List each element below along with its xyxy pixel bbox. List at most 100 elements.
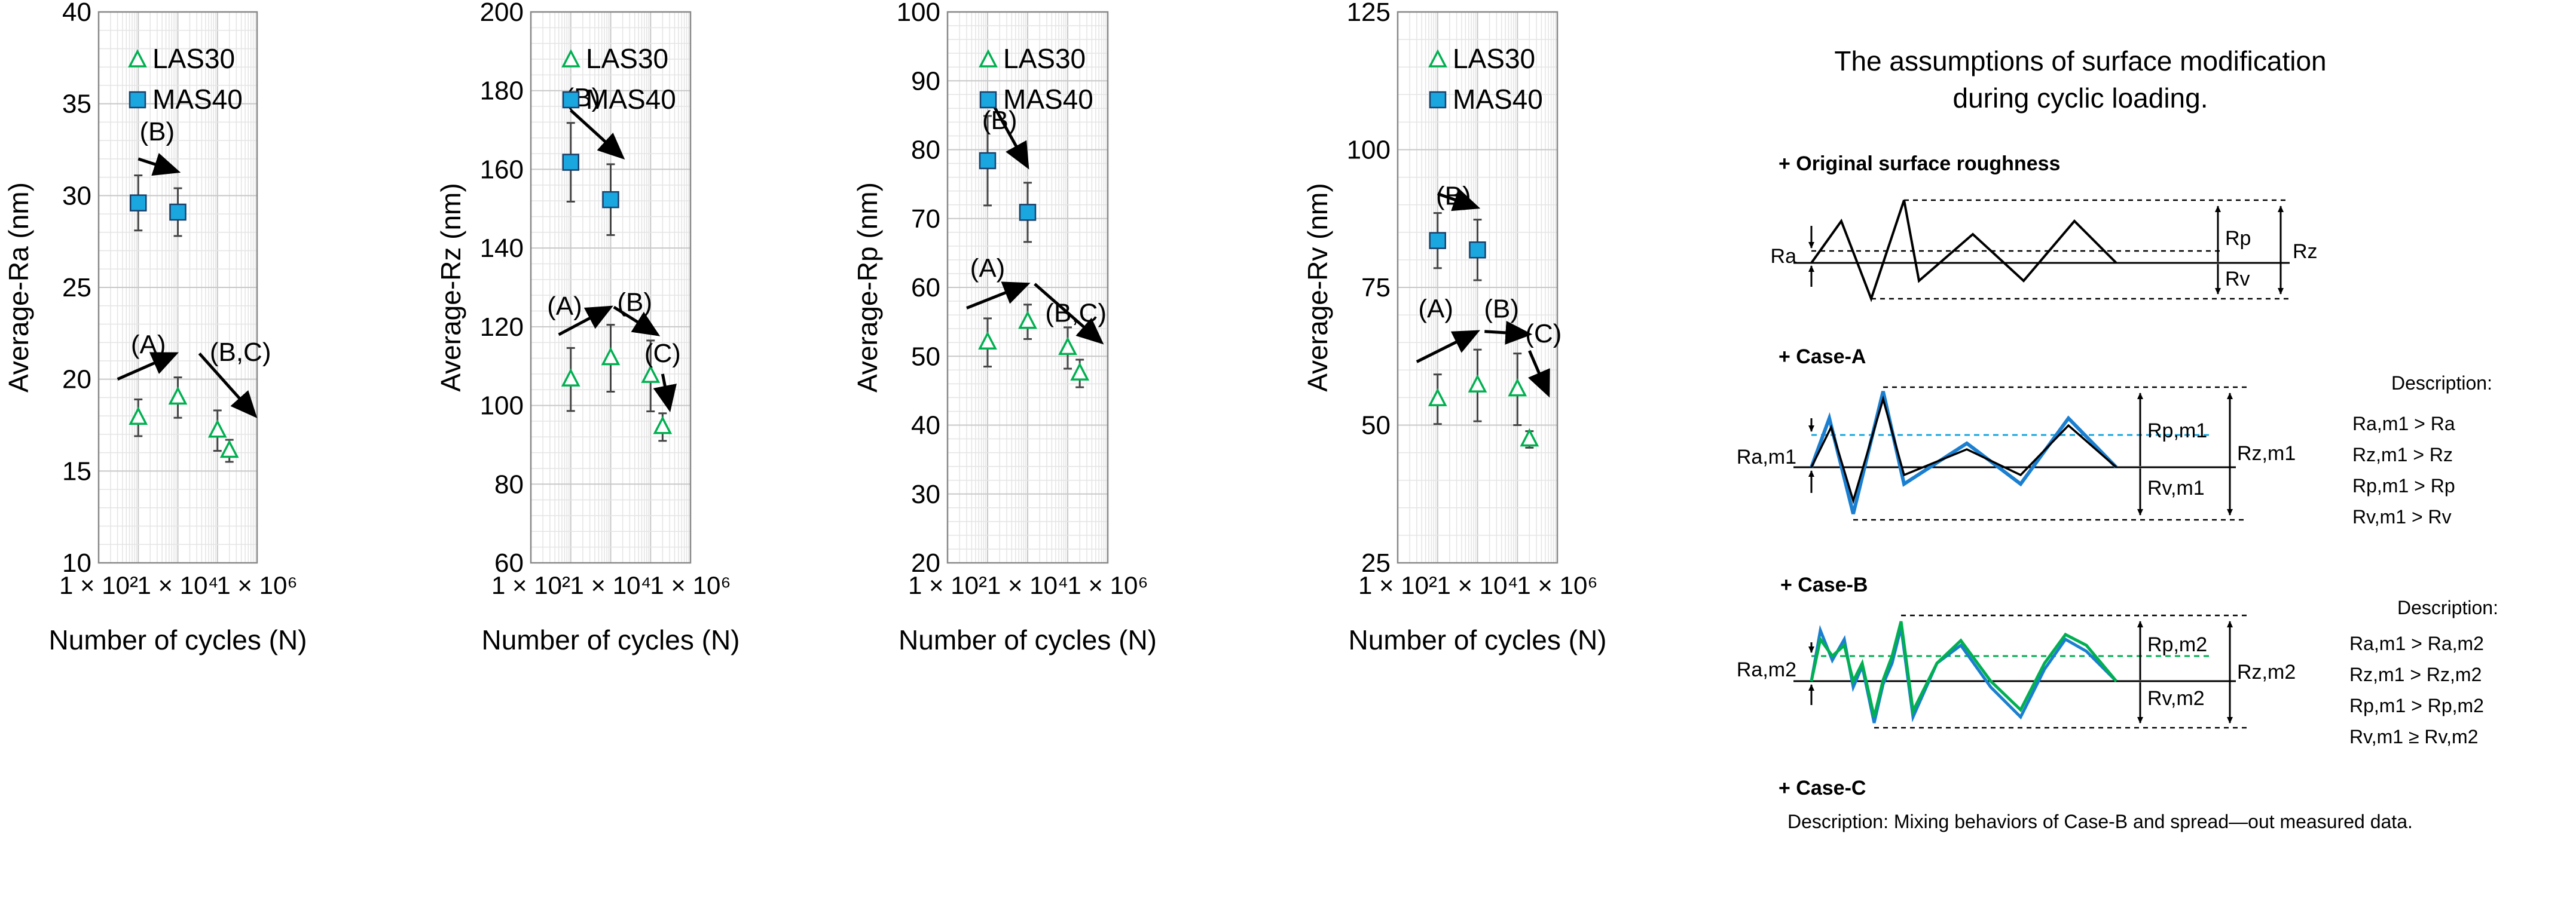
x-tick-label: 1 × 10⁴ — [1437, 571, 1518, 599]
annotation-arrow — [1034, 283, 1104, 345]
case-b-rz-label: Rz,m2 — [2237, 661, 2296, 684]
original-rv-label: Rv — [2225, 268, 2250, 290]
y-tick-label: 20 — [62, 365, 91, 394]
legend-marker — [562, 91, 580, 109]
y-tick-label: 100 — [480, 391, 524, 421]
original-ra-label: Ra — [1771, 245, 1797, 268]
data-point-las30 — [1468, 374, 1487, 393]
y-tick-label: 80 — [911, 136, 940, 165]
plot-frame — [946, 11, 1109, 564]
y-tick-label: 120 — [480, 312, 524, 342]
annotation: (B) — [1484, 295, 1533, 345]
description-item: Rv,m1 ≥ Rv,m2 — [2349, 726, 2479, 747]
legend-label: LAS30 — [1453, 43, 1535, 74]
annotation-label: (B) — [617, 288, 652, 317]
y-axis-label: Average-Rv (nm) — [1302, 183, 1333, 391]
annotation-arrow — [117, 352, 179, 381]
y-tick-label: 40 — [911, 411, 940, 440]
annotation: (B,C) — [1034, 283, 1107, 345]
annotation-label: (B) — [140, 117, 175, 146]
y-tick-label: 200 — [480, 0, 524, 27]
case-b-description-list: Ra,m1 > Ra,m2 Rz,m1 > Rz,m2 Rp,m1 > Rp,m2 R… — [2349, 633, 2484, 747]
annotation-arrow — [1416, 330, 1480, 363]
diagram-title-line1: The assumptions of surface modification — [1834, 45, 2326, 76]
annotation-label: (A) — [547, 292, 582, 321]
data-point-las30 — [168, 386, 188, 405]
y-tick-label: 40 — [62, 0, 91, 27]
data-point-las30 — [207, 419, 227, 438]
annotation-arrow — [198, 352, 258, 418]
y-tick-label: 20 — [911, 549, 940, 578]
case-a-desc-title: Description: — [2391, 372, 2492, 394]
y-axis-label: Average-Rz (nm) — [435, 183, 466, 391]
x-tick-label: 1 × 10⁴ — [987, 571, 1068, 599]
annotation-label: (C) — [644, 339, 681, 368]
y-tick-label: 180 — [480, 76, 524, 106]
description-item: Rz,m1 > Rz,m2 — [2349, 664, 2482, 685]
annotation: (B) — [613, 288, 661, 336]
y-tick-label: 35 — [62, 90, 91, 119]
annotation: (A) — [117, 330, 179, 381]
y-tick-label: 60 — [911, 273, 940, 302]
annotation-label: (B,C) — [210, 338, 271, 367]
legend: LAS30 MAS40 — [979, 43, 1093, 115]
y-axis-label: Average-Rp (nm) — [852, 182, 883, 393]
plot-frame — [97, 11, 258, 564]
annotation-label: (A) — [1418, 295, 1453, 324]
annotation-arrow — [653, 373, 677, 413]
data-point-mas40 — [1019, 204, 1037, 221]
legend: LAS30 MAS40 — [561, 43, 676, 115]
original-rp-label: Rp — [2225, 227, 2251, 250]
data-point-mas40 — [979, 152, 997, 170]
original-rz-label: Rz — [2293, 240, 2318, 263]
case-b-rp-label: Rp,m2 — [2147, 633, 2207, 656]
legend-marker — [1429, 91, 1447, 109]
case-a-description-list: Ra,m1 > Ra Rz,m1 > Rz Rp,m1 > Rp Rv,m1 > Rv — [2352, 413, 2455, 528]
case-a-rp-label: Rp,m1 — [2147, 419, 2207, 442]
annotation: (A) — [1416, 295, 1480, 363]
y-tick-label: 60 — [494, 549, 524, 578]
y-tick-label: 100 — [897, 0, 940, 27]
y-tick-label: 80 — [494, 470, 524, 499]
data-point-las30 — [1508, 378, 1527, 397]
y-axis-label: Average-Ra (nm) — [3, 182, 34, 393]
y-tick-label: 30 — [62, 181, 91, 210]
series-mas40 — [1429, 212, 1486, 281]
case-b-heading: + Case-B — [1780, 574, 1868, 596]
description-item: Rv,m1 > Rv — [2352, 506, 2452, 528]
y-tick-label: 30 — [911, 480, 940, 509]
data-point-las30 — [1428, 388, 1447, 406]
data-point-las30 — [561, 368, 580, 387]
y-tick-label: 90 — [911, 66, 940, 96]
data-point-las30 — [129, 406, 148, 425]
x-axis-label: Number of cycles (N) — [482, 624, 740, 655]
data-point-las30 — [601, 347, 621, 366]
legend: LAS30 MAS40 — [1428, 43, 1543, 115]
series-las30 — [561, 324, 673, 442]
case-c-section: + Case-C Description: Mixing behaviors o… — [1779, 777, 2413, 832]
series-las30 — [129, 376, 239, 463]
series-mas40 — [562, 122, 619, 236]
legend-marker — [561, 49, 580, 68]
annotation-label: (B) — [982, 106, 1017, 135]
grid — [531, 11, 690, 563]
x-tick-label: 1 × 10⁶ — [216, 571, 297, 599]
plot-frame — [1397, 11, 1559, 564]
annotation: (C) — [644, 339, 681, 413]
annotation-arrow — [137, 153, 181, 176]
description-item: Rz,m1 > Rz — [2352, 444, 2453, 465]
data-point-mas40 — [562, 154, 579, 171]
case-a-ra-label: Ra,m1 — [1737, 446, 1796, 468]
legend-marker — [128, 49, 147, 68]
data-point-las30 — [641, 364, 661, 383]
annotation-label: (B) — [1484, 295, 1519, 324]
x-axis-label: Number of cycles (N) — [49, 624, 307, 655]
y-tick-label: 75 — [1361, 273, 1391, 302]
y-tick-label: 25 — [62, 273, 91, 302]
legend-marker — [979, 49, 998, 68]
y-tick-label: 15 — [62, 456, 91, 486]
annotation: (B,C) — [198, 338, 271, 418]
case-a-rv-label: Rv,m1 — [2147, 477, 2205, 500]
legend-marker — [979, 91, 997, 109]
